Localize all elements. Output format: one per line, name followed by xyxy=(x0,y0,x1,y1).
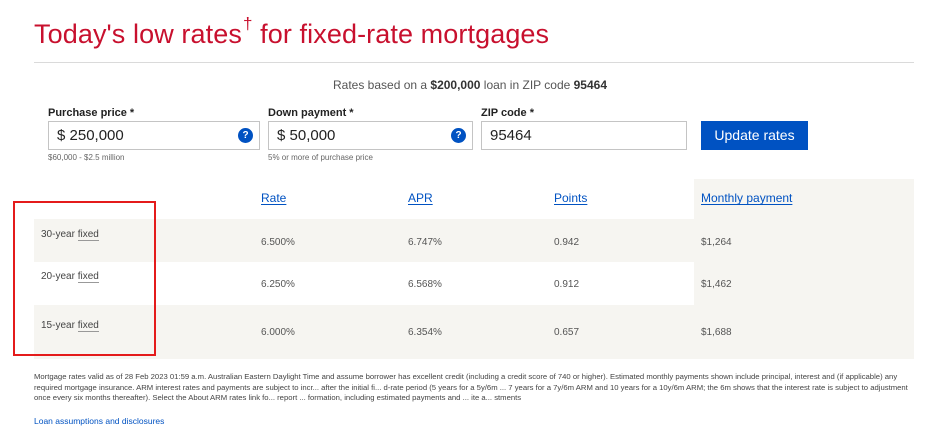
row-term-20-year: 20-year fixed xyxy=(41,271,99,283)
rate-cell: 6.000% xyxy=(261,327,295,338)
term-length: 20-year xyxy=(41,271,75,282)
down-payment-field[interactable]: $ 50,000 ? xyxy=(268,121,473,150)
points-cell: 0.942 xyxy=(554,237,580,248)
help-icon[interactable]: ? xyxy=(238,128,253,143)
help-icon[interactable]: ? xyxy=(451,128,466,143)
basis-middle: loan in ZIP code xyxy=(480,78,574,92)
loan-assumptions-link[interactable]: Loan assumptions and disclosures xyxy=(34,416,165,426)
update-rates-button[interactable]: Update rates xyxy=(701,121,808,150)
fixed-term-link[interactable]: fixed xyxy=(77,320,99,332)
page-title: Today's low rates† for fixed-rate mortga… xyxy=(34,14,550,50)
points-cell: 0.912 xyxy=(554,279,580,290)
points-column-header[interactable]: Points xyxy=(554,191,588,205)
zip-code-label: ZIP code * xyxy=(481,107,534,119)
basis-prefix: Rates based on a xyxy=(332,78,431,92)
fixed-term-link[interactable]: fixed xyxy=(77,271,99,283)
table-row xyxy=(34,305,914,359)
points-cell: 0.657 xyxy=(554,327,580,338)
monthly-payment-cell-shade xyxy=(694,262,914,305)
monthly-payment-cell: $1,462 xyxy=(701,279,732,290)
rates-basis-text: Rates based on a $200,000 loan in ZIP co… xyxy=(0,78,940,92)
dagger-footnote-mark: † xyxy=(242,14,253,33)
purchase-price-hint: $60,000 - $2.5 million xyxy=(48,153,125,162)
rates-disclaimer: Mortgage rates valid as of 28 Feb 2023 0… xyxy=(34,372,908,403)
apr-cell: 6.568% xyxy=(408,279,442,290)
down-payment-hint: 5% or more of purchase price xyxy=(268,153,373,162)
term-length: 30-year xyxy=(41,229,75,240)
apr-cell: 6.747% xyxy=(408,237,442,248)
fixed-term-link[interactable]: fixed xyxy=(77,229,99,241)
basis-loan-amount: $200,000 xyxy=(430,78,481,92)
apr-cell: 6.354% xyxy=(408,327,442,338)
monthly-payment-cell: $1,264 xyxy=(701,237,732,248)
rate-cell: 6.250% xyxy=(261,279,295,290)
table-row xyxy=(34,219,914,262)
term-length: 15-year xyxy=(41,320,75,331)
apr-column-header[interactable]: APR xyxy=(408,191,433,205)
term-highlight-box xyxy=(13,201,156,356)
rate-column-header[interactable]: Rate xyxy=(261,191,287,205)
monthly-payment-cell: $1,688 xyxy=(701,327,732,338)
title-divider xyxy=(34,62,914,63)
purchase-price-field[interactable]: $ 250,000 ? xyxy=(48,121,260,150)
purchase-price-label: Purchase price * xyxy=(48,107,135,119)
page-title-main: Today's low rates xyxy=(34,19,242,49)
zip-code-field[interactable]: 95464 xyxy=(481,121,687,150)
page-title-suffix: for fixed-rate mortgages xyxy=(260,19,550,49)
purchase-price-value[interactable]: $ 250,000 xyxy=(57,127,124,144)
rate-cell: 6.500% xyxy=(261,237,295,248)
down-payment-label: Down payment * xyxy=(268,107,354,119)
basis-zip: 95464 xyxy=(573,78,607,92)
row-term-30-year: 30-year fixed xyxy=(41,229,99,241)
row-term-15-year: 15-year fixed xyxy=(41,320,99,332)
down-payment-value[interactable]: $ 50,000 xyxy=(277,127,336,144)
monthly-payment-column-header[interactable]: Monthly payment xyxy=(701,191,793,205)
zip-code-value[interactable]: 95464 xyxy=(490,127,532,144)
